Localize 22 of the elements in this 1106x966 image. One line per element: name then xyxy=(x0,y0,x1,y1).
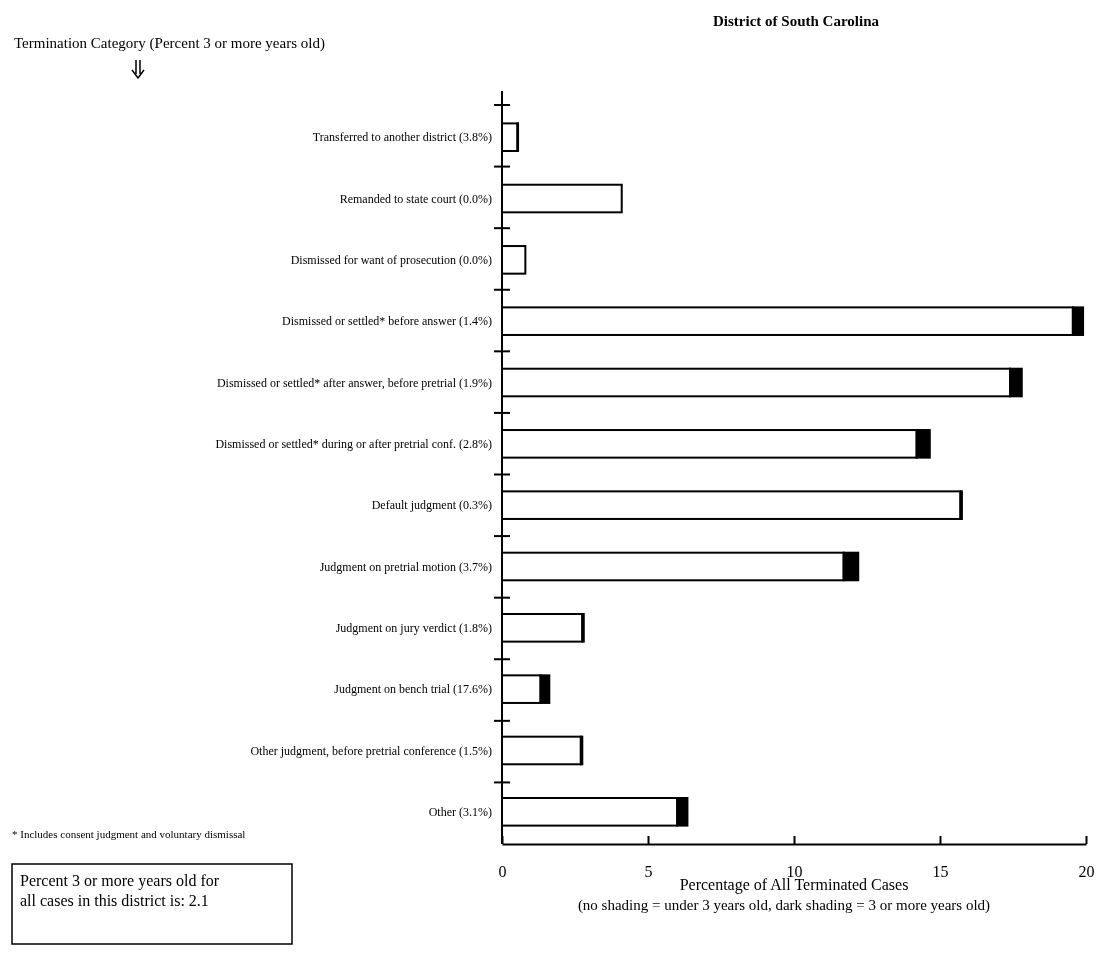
text: * Includes consent judgment and voluntary dismissal xyxy=(12,828,246,840)
y-tick-label: Judgment on pretrial motion (3.7%) xyxy=(319,559,492,574)
y-tick-label: Dismissed for want of prosecution (0.0%) xyxy=(290,253,492,268)
y-tick-label: Other (3.1%) xyxy=(428,805,492,819)
y-tick-label: Other judgment, before pretrial conference (1.5%) xyxy=(250,743,492,758)
x-tick-label: 20 xyxy=(1078,863,1095,881)
y-tick-label: Transferred to another district (3.8%) xyxy=(312,130,492,145)
y-axis-title: Termination Category (Percent 3 or more years old) xyxy=(14,35,325,52)
y-tick-label: Dismissed or settled* during or after pretrial conf. (2.8%) xyxy=(215,437,492,452)
y-tick-label: Dismissed or settled* after answer, before pretrial (1.9%) xyxy=(216,375,492,390)
y-tick-label: Dismissed or settled* before answer (1.4%) xyxy=(282,314,492,329)
x-axis-title: Percentage of All Terminated Cases xyxy=(679,876,909,894)
text: Percent 3 or more years old for all cases in this district is: 2.1 xyxy=(20,872,220,909)
y-tick-label: Remanded to state court (0.0%) xyxy=(339,191,492,206)
y-tick-label: Judgment on bench trial (17.6%) xyxy=(334,682,492,697)
y-tick-label: Judgment on jury verdict (1.8%) xyxy=(335,621,492,636)
y-tick-label: Default judgment (0.3%) xyxy=(371,498,492,513)
x-tick-label: 5 xyxy=(644,863,653,881)
chart-title: District of South Carolina xyxy=(713,13,880,29)
x-tick-label: 0 xyxy=(498,863,507,881)
text: (no shading = under 3 years old, dark shading = 3 or more years old) xyxy=(577,897,991,914)
x-tick-label: 15 xyxy=(932,863,949,881)
